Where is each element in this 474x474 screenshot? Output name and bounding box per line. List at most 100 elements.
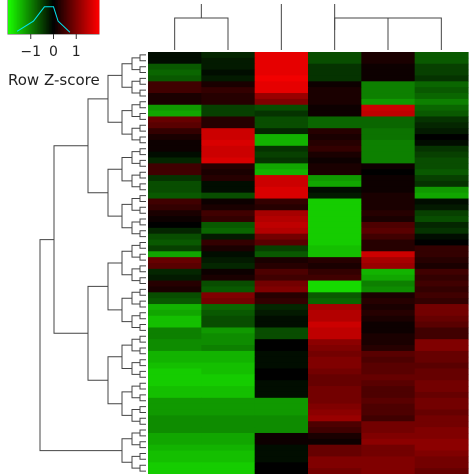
- heatmap-cell: [201, 462, 256, 469]
- heatmap-cell: [361, 221, 416, 229]
- heatmap-cell: [254, 180, 309, 188]
- heatmap-cell: [201, 63, 256, 71]
- heatmap-cell: [308, 403, 362, 411]
- heatmap-cell: [254, 309, 309, 317]
- heatmap-cell: [308, 432, 362, 440]
- heatmap-cell: [148, 122, 202, 129]
- heatmap-cell: [414, 315, 469, 323]
- heatmap-cell: [254, 356, 309, 364]
- color-key-swatch: [50, 0, 53, 34]
- color-key-swatch: [21, 0, 24, 34]
- row-dendrogram-branch: [139, 89, 146, 97]
- row-dendrogram-branch: [139, 453, 146, 460]
- heatmap-cell: [308, 93, 362, 100]
- heatmap-cell: [254, 239, 309, 247]
- heatmap-cell: [414, 163, 469, 170]
- heatmap-cell: [201, 192, 256, 200]
- row-dendrogram-branch: [131, 432, 140, 446]
- heatmap-cell: [308, 210, 362, 217]
- heatmap-cell: [148, 180, 202, 188]
- heatmap-cell: [361, 438, 416, 446]
- heatmap-cell: [361, 427, 416, 434]
- color-key-swatch: [14, 0, 16, 34]
- heatmap-cell: [254, 145, 309, 153]
- heatmap-cell: [308, 380, 362, 387]
- heatmap-cell: [254, 450, 309, 458]
- heatmap-cell: [201, 339, 256, 346]
- heatmap-cell: [148, 397, 202, 405]
- heatmap-cell: [308, 180, 362, 188]
- heatmap-cell: [254, 432, 309, 440]
- row-dendrogram-branch: [139, 242, 146, 249]
- color-key-tick-label: 1: [72, 44, 81, 60]
- heatmap-cell: [414, 309, 469, 317]
- heatmap-cell: [201, 93, 256, 100]
- heatmap-cell: [361, 356, 416, 364]
- heatmap-cell: [201, 432, 256, 440]
- heatmap-cell: [148, 163, 202, 170]
- heatmap-cell: [308, 415, 362, 422]
- row-dendrogram-branch: [139, 171, 146, 179]
- heatmap-cell: [361, 321, 416, 329]
- heatmap-cell: [308, 292, 362, 299]
- heatmap-cell: [414, 245, 469, 252]
- heatmap-cell: [414, 81, 469, 88]
- heatmap-cell: [414, 151, 469, 159]
- row-dendrogram-branch: [139, 230, 146, 238]
- row-dendrogram-branch: [139, 312, 146, 320]
- heatmap-cell: [361, 403, 416, 411]
- heatmap-cell: [148, 438, 202, 446]
- row-dendrogram-branch: [131, 244, 140, 258]
- color-key-swatch: [64, 0, 67, 34]
- row-dendrogram-branch: [121, 391, 132, 416]
- heatmap-cells: [148, 52, 469, 474]
- heatmap-cell: [148, 192, 202, 200]
- heatmap-cell: [201, 304, 256, 311]
- heatmap-cell: [148, 75, 202, 82]
- row-dendrogram-branch: [139, 335, 146, 343]
- heatmap-cell: [361, 69, 416, 77]
- heatmap-cell: [308, 157, 362, 164]
- heatmap-cell: [414, 192, 469, 200]
- heatmap-cell: [254, 274, 309, 282]
- color-key-swatch: [9, 0, 12, 34]
- heatmap-cell: [148, 309, 202, 317]
- heatmap-cell: [308, 274, 362, 282]
- row-dendrogram-branch: [139, 183, 146, 191]
- heatmap-cell: [201, 69, 256, 77]
- heatmap-cell: [201, 421, 256, 428]
- row-dendrogram-branch: [107, 168, 122, 217]
- heatmap-cell: [254, 280, 309, 288]
- heatmap-cell: [361, 180, 416, 188]
- heatmap-cell: [148, 444, 202, 452]
- color-key-swatch: [15, 0, 18, 34]
- heatmap-cell: [414, 304, 469, 311]
- heatmap-cell: [308, 192, 362, 200]
- row-dendrogram-branch: [139, 136, 146, 144]
- row-dendrogram-branch: [121, 157, 132, 182]
- heatmap-cell: [254, 169, 309, 176]
- row-dendrogram-branch: [131, 385, 140, 399]
- heatmap-cell: [254, 444, 309, 452]
- heatmap-cell: [254, 380, 309, 387]
- row-dendrogram-branch: [131, 455, 140, 469]
- row-dendrogram-branch: [131, 268, 140, 282]
- heatmap-cell: [308, 204, 362, 211]
- heatmap-cell: [361, 233, 416, 241]
- heatmap-cell: [414, 98, 469, 106]
- color-key-swatch: [17, 0, 20, 34]
- heatmap-cell: [361, 93, 416, 100]
- heatmap-cell: [148, 368, 202, 375]
- heatmap-cell: [201, 309, 256, 317]
- row-dendrogram-branch: [139, 277, 146, 284]
- heatmap-cell: [361, 245, 416, 252]
- heatmap-cell: [414, 63, 469, 71]
- color-key-swatch: [61, 0, 63, 34]
- heatmap-cell: [254, 321, 309, 329]
- color-key-swatch: [89, 0, 92, 34]
- heatmap-cell: [201, 450, 256, 458]
- heatmap-cell: [414, 204, 469, 211]
- row-dendrogram-branch: [131, 198, 140, 211]
- row-dendrogram-branch: [139, 464, 146, 472]
